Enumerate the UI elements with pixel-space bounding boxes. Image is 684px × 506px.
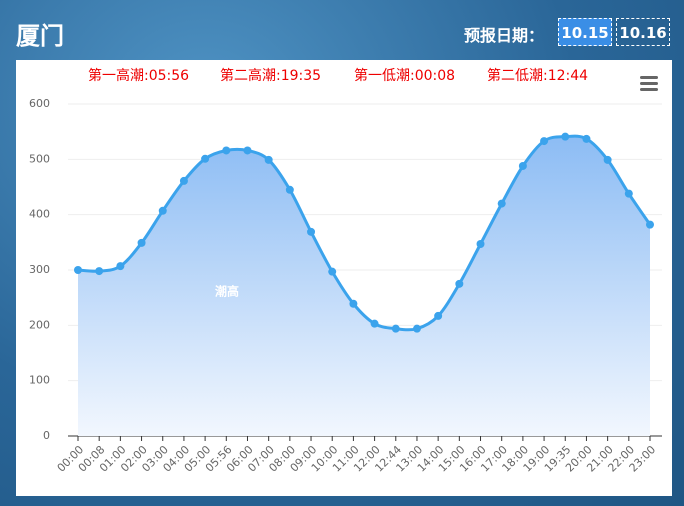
city-title: 厦门	[16, 22, 64, 50]
point	[497, 199, 506, 208]
point	[455, 279, 464, 288]
y-tick-label: 100	[29, 374, 50, 387]
point	[137, 238, 146, 247]
y-tick-label: 500	[29, 152, 50, 165]
y-tick-label: 300	[29, 263, 50, 276]
date-label: 预报日期：	[464, 26, 545, 45]
area	[78, 136, 650, 437]
menu-icon[interactable]	[640, 76, 658, 91]
tide-summary: 第二高潮:19:35	[220, 67, 321, 84]
point	[582, 134, 591, 143]
series-label: 潮高	[215, 284, 239, 299]
point	[285, 185, 294, 194]
point	[391, 324, 400, 333]
point	[95, 267, 104, 276]
point	[412, 324, 421, 333]
tide-summary: 第一低潮:00:08	[354, 67, 455, 84]
point	[328, 267, 337, 276]
y-tick-label: 600	[29, 97, 50, 110]
date-button[interactable]: 10.16	[616, 18, 670, 46]
tide-summary: 第二低潮:12:44	[487, 67, 588, 84]
tide-summary: 第一高潮:05:56	[88, 67, 189, 84]
point	[264, 155, 273, 164]
point	[243, 146, 252, 155]
y-tick-label: 0	[43, 429, 50, 442]
point	[624, 189, 633, 198]
point	[603, 155, 612, 164]
point	[349, 299, 358, 308]
date-button[interactable]: 10.15	[558, 18, 612, 46]
point	[540, 137, 549, 146]
point	[561, 132, 570, 141]
point	[179, 176, 188, 185]
point	[222, 146, 231, 155]
point	[201, 154, 210, 163]
point	[307, 227, 316, 236]
point	[476, 239, 485, 248]
point	[116, 262, 125, 271]
point	[434, 311, 443, 320]
y-tick-label: 400	[29, 208, 50, 221]
point	[646, 220, 654, 229]
point	[370, 319, 379, 328]
point	[158, 206, 167, 215]
point	[518, 161, 527, 170]
line	[77, 134, 652, 332]
point	[74, 266, 82, 274]
y-tick-label: 200	[29, 318, 50, 331]
